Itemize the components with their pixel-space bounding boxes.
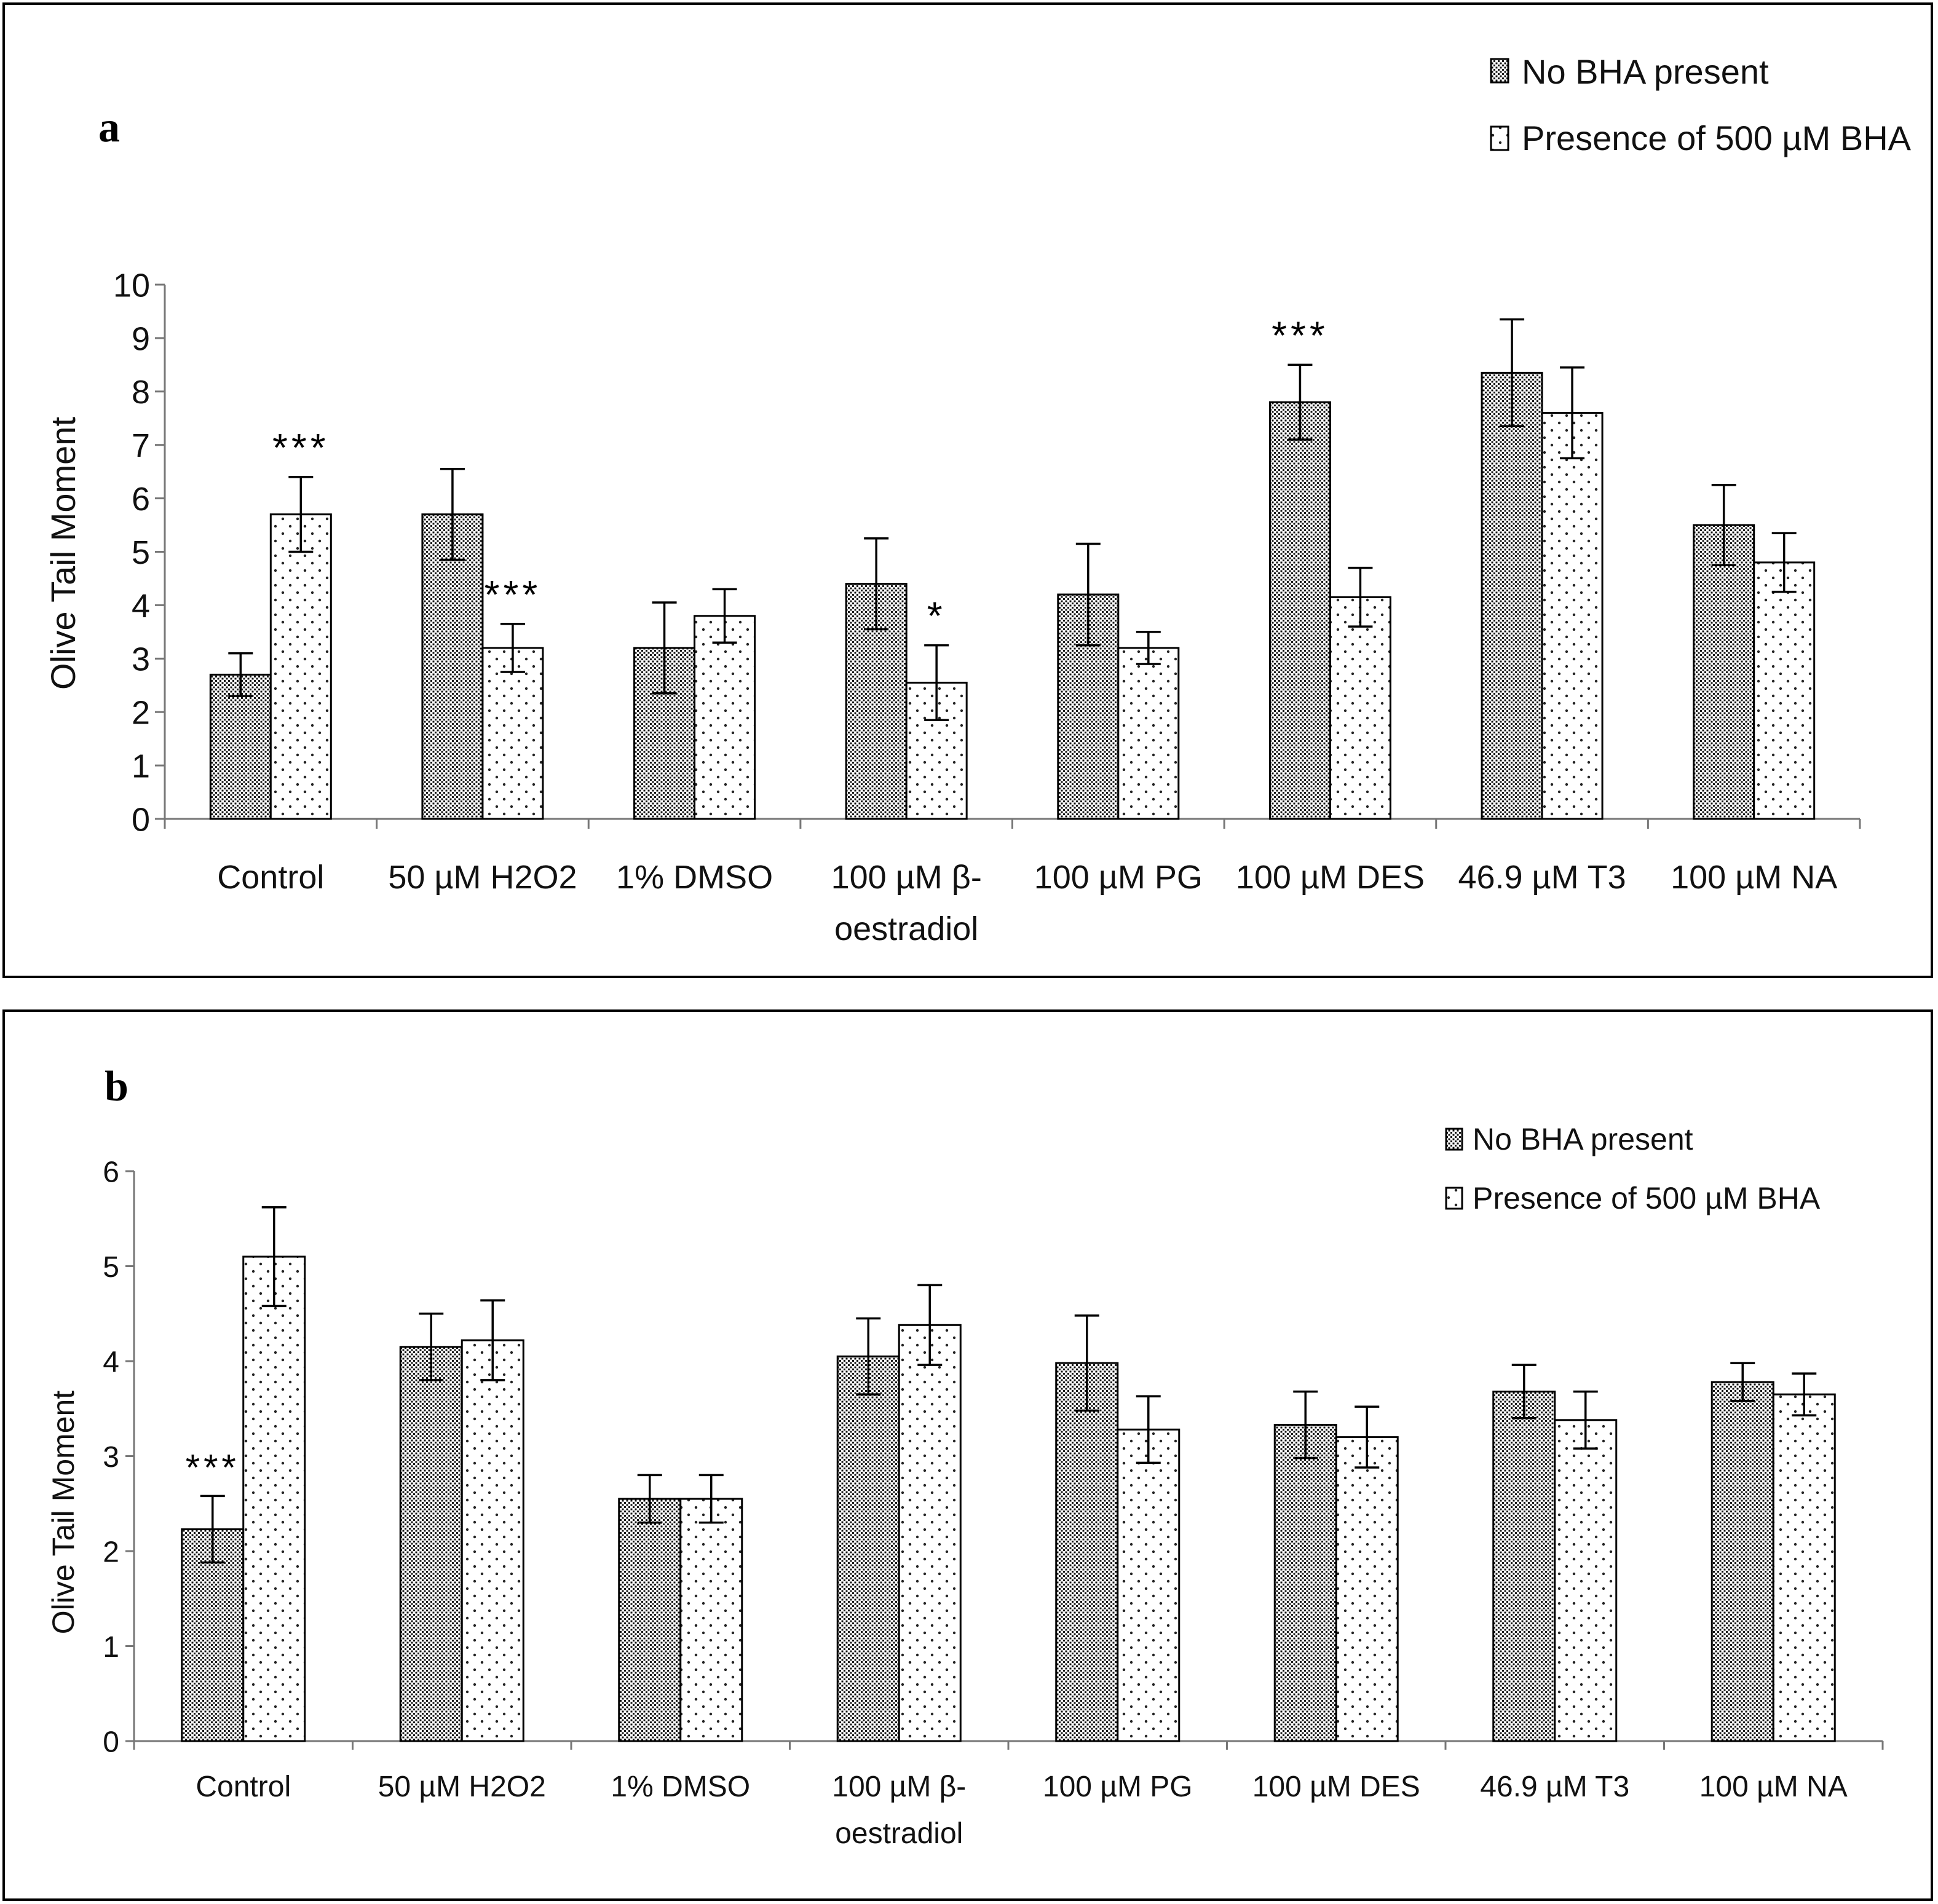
bar-bha: [1554, 1419, 1618, 1742]
panel-b-label: b: [105, 1063, 129, 1110]
legend-label-bha: Presence of 500 µM BHA: [1522, 119, 1912, 157]
x-category-label: Control: [217, 859, 324, 896]
x-category-label: 50 µM H2O2: [388, 859, 577, 896]
legend-swatch-no-bha: [1490, 58, 1509, 84]
bar-no-bha: [399, 1346, 463, 1742]
bar-bha: [694, 615, 756, 820]
significance-marker: ***: [186, 1447, 240, 1488]
legend-swatch-no-bha: [1445, 1128, 1463, 1151]
bar-no-bha: [1481, 371, 1543, 820]
y-tick-label: 1: [103, 1631, 119, 1664]
y-tick-label: 5: [132, 534, 150, 571]
x-category-label: 100 µM β-: [831, 859, 982, 896]
bar-bha: [1753, 561, 1816, 820]
panel-a-label: a: [98, 104, 120, 151]
significance-marker: ***: [272, 425, 330, 470]
bar-no-bha: [1693, 524, 1755, 820]
y-tick-label: 0: [103, 1726, 119, 1758]
x-category-label: 100 µM NA: [1699, 1771, 1848, 1803]
x-category-label: 100 µM DES: [1252, 1771, 1420, 1803]
y-tick-label: 3: [103, 1441, 119, 1474]
y-tick-label: 4: [132, 588, 150, 625]
bar-bha: [1329, 596, 1391, 820]
x-category-label: 46.9 µM T3: [1480, 1771, 1629, 1803]
bar-no-bha: [836, 1355, 900, 1742]
bar-bha: [898, 1324, 962, 1742]
bar-no-bha: [618, 1498, 682, 1742]
y-tick-label: 5: [103, 1251, 119, 1284]
panel-a-frame: [2, 2, 1933, 978]
x-category-label: 46.9 µM T3: [1458, 859, 1626, 896]
bar-no-bha: [1055, 1362, 1119, 1742]
bar-bha: [269, 513, 332, 820]
significance-marker: *: [927, 594, 946, 638]
panel-a-y-axis-title: Olive Tail Moment: [44, 417, 82, 690]
bar-no-bha: [1492, 1390, 1556, 1742]
bar-bha: [1117, 647, 1180, 820]
bar-bha: [1117, 1428, 1181, 1742]
bar-no-bha: [1711, 1381, 1774, 1742]
x-category-label: 100 µM PG: [1043, 1771, 1193, 1803]
y-tick-label: 1: [132, 748, 150, 785]
y-tick-label: 9: [132, 320, 150, 357]
bar-no-bha: [1268, 401, 1331, 820]
legend-swatch-bha: [1445, 1187, 1463, 1210]
x-category-label: oestradiol: [835, 1817, 963, 1850]
panel-b-y-axis-title: Olive Tail Moment: [46, 1391, 81, 1635]
bar-bha: [1772, 1393, 1836, 1742]
x-category-label: 100 µM PG: [1034, 859, 1203, 896]
panel-b-frame: [2, 1009, 1933, 1901]
bar-no-bha: [181, 1528, 245, 1742]
significance-marker: ***: [1272, 313, 1329, 357]
legend-label-no-bha: No BHA present: [1522, 52, 1769, 91]
panel-b-legend: No BHA present Presence of 500 µM BHA: [1445, 1122, 1821, 1215]
panel-b: b No BHA present Presence of 500 µM BHA …: [2, 1009, 1933, 1901]
significance-marker: ***: [484, 572, 542, 617]
bar-bha: [1335, 1436, 1399, 1742]
x-category-label: 100 µM β-: [832, 1771, 966, 1803]
y-tick-label: 8: [132, 374, 150, 411]
bar-no-bha: [421, 513, 484, 820]
bar-bha: [242, 1255, 306, 1742]
y-tick-label: 7: [132, 427, 150, 464]
x-category-label: oestradiol: [834, 911, 978, 947]
bar-bha: [679, 1498, 743, 1742]
bar-bha: [1541, 412, 1604, 820]
x-category-label: 1% DMSO: [616, 859, 773, 896]
y-tick-label: 2: [103, 1536, 119, 1568]
bar-bha: [461, 1339, 524, 1742]
bar-no-bha: [1273, 1424, 1337, 1742]
y-tick-label: 6: [132, 481, 150, 518]
y-tick-label: 6: [103, 1156, 119, 1188]
panel-b-plot: 0 1 2 3 4 5 6 Control 50 µM H2O2 1% DMSO 100 µM β-…: [103, 1156, 1884, 1850]
legend-label-bha: Presence of 500 µM BHA: [1473, 1181, 1821, 1215]
panel-a-legend: No BHA present Presence of 500 µM BHA: [1490, 52, 1912, 157]
legend-swatch-bha: [1490, 125, 1509, 151]
y-tick-label: 4: [103, 1346, 119, 1378]
bar-bha: [481, 647, 544, 820]
bar-no-bha: [209, 673, 272, 820]
x-category-label: 100 µM NA: [1671, 859, 1837, 896]
x-category-label: 50 µM H2O2: [378, 1771, 546, 1803]
x-category-label: Control: [196, 1771, 291, 1803]
panel-a: a No BHA present Presence of 500 µM BHA …: [2, 2, 1933, 978]
x-category-label: 1% DMSO: [611, 1771, 750, 1803]
y-tick-label: 3: [132, 641, 150, 678]
y-tick-label: 2: [132, 695, 150, 732]
panel-a-plot: 0 1 2 3 4 5 6 7 8 9 10 Control 50 µM H2O2 1% DMSO 100 …: [113, 267, 1861, 947]
legend-label-no-bha: No BHA present: [1473, 1122, 1693, 1156]
x-category-label: 100 µM DES: [1236, 859, 1425, 896]
y-tick-label: 0: [132, 801, 150, 838]
y-tick-label: 10: [113, 267, 150, 304]
